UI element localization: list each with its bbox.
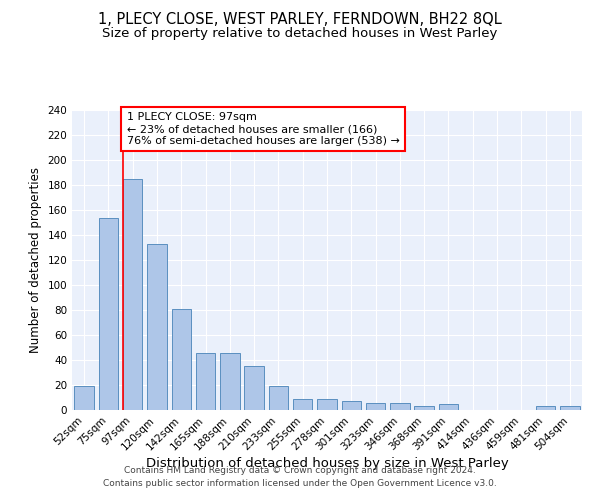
- Text: 1 PLECY CLOSE: 97sqm
← 23% of detached houses are smaller (166)
76% of semi-deta: 1 PLECY CLOSE: 97sqm ← 23% of detached h…: [127, 112, 400, 146]
- Bar: [366, 402, 385, 410]
- Bar: [341, 401, 361, 410]
- Bar: [560, 406, 580, 410]
- Bar: [220, 352, 239, 410]
- Bar: [196, 352, 215, 410]
- Y-axis label: Number of detached properties: Number of detached properties: [29, 167, 42, 353]
- Bar: [269, 386, 288, 410]
- Bar: [317, 399, 337, 410]
- Bar: [536, 406, 555, 410]
- Text: Contains HM Land Registry data © Crown copyright and database right 2024.
Contai: Contains HM Land Registry data © Crown c…: [103, 466, 497, 487]
- Bar: [439, 404, 458, 410]
- Bar: [99, 218, 118, 410]
- Bar: [415, 406, 434, 410]
- Bar: [244, 366, 264, 410]
- Text: Size of property relative to detached houses in West Parley: Size of property relative to detached ho…: [103, 28, 497, 40]
- Text: 1, PLECY CLOSE, WEST PARLEY, FERNDOWN, BH22 8QL: 1, PLECY CLOSE, WEST PARLEY, FERNDOWN, B…: [98, 12, 502, 28]
- Bar: [74, 386, 94, 410]
- Bar: [293, 399, 313, 410]
- Bar: [172, 308, 191, 410]
- Bar: [390, 402, 410, 410]
- X-axis label: Distribution of detached houses by size in West Parley: Distribution of detached houses by size …: [146, 458, 508, 470]
- Bar: [123, 179, 142, 410]
- Bar: [147, 244, 167, 410]
